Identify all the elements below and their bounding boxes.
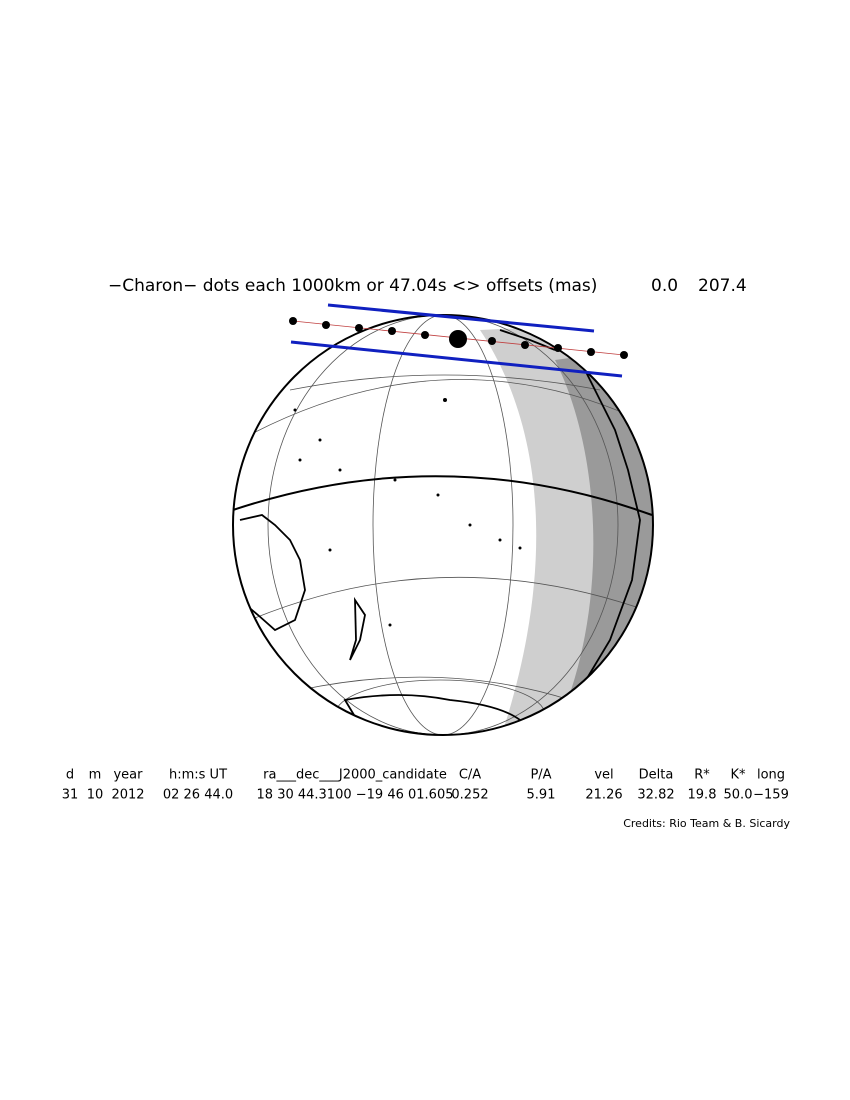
column-value: 0.252 (451, 788, 488, 803)
column-header: d (66, 768, 74, 783)
column-value: 2012 (111, 788, 144, 803)
column-header: long (757, 768, 785, 783)
column-value: 32.82 (637, 788, 674, 803)
column-value: 31 (62, 788, 79, 803)
column-value: 50.0 (724, 788, 753, 803)
column-header: year (113, 768, 143, 783)
shadow (555, 340, 653, 720)
equator (233, 475, 653, 516)
event-table: d m year h:m:s UT ra___dec___J2000_candidate… (62, 768, 789, 803)
column-value: 18 30 44.3100 −19 46 01.605 (257, 788, 454, 803)
graticule (239, 315, 646, 735)
column-header: R* (694, 768, 710, 783)
column-value: 21.26 (585, 788, 622, 803)
shadow-edge-south (290, 340, 623, 378)
column-value: 02 26 44.0 (163, 788, 233, 803)
column-header: K* (730, 768, 746, 783)
column-header: Delta (639, 768, 674, 783)
column-value: 19.8 (688, 788, 717, 803)
column-value: 10 (87, 788, 104, 803)
column-header: C/A (459, 768, 481, 783)
time-dots (289, 317, 628, 359)
occultation-track (289, 303, 628, 378)
islands (293, 398, 522, 627)
offset-x: 0.0 (651, 276, 678, 296)
column-header: ra___dec___J2000_candidate (263, 768, 447, 783)
shadow-edge-north (327, 303, 595, 333)
map-title: −Charon− dots each 1000km or 47.04s <> o… (108, 276, 597, 296)
column-header: P/A (530, 768, 551, 783)
column-value: 5.91 (527, 788, 556, 803)
column-value: −159 (753, 788, 789, 803)
column-header: vel (594, 768, 613, 783)
closest-approach (449, 330, 467, 348)
offset-y: 207.4 (698, 276, 747, 296)
column-header: h:m:s UT (169, 768, 227, 783)
column-header: m (89, 768, 102, 783)
credits: Credits: Rio Team & B. Sicardy (623, 817, 790, 830)
